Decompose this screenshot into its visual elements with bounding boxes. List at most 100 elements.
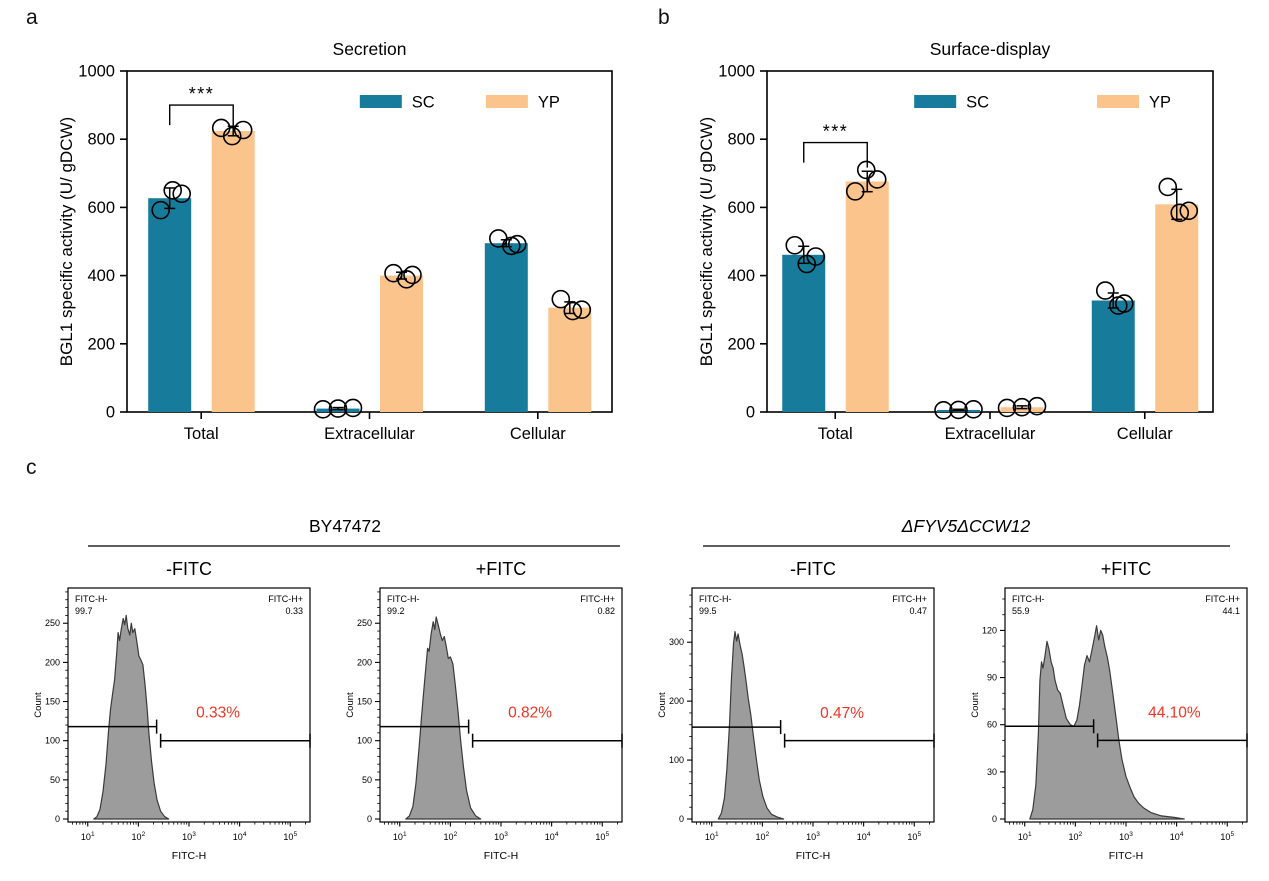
significance-bracket [803,141,868,168]
x-category-label: Cellular [510,425,566,443]
x-tick-label: 104 [233,831,247,842]
bar-sc-cellular [1091,300,1135,412]
corner-pos-value: 44.1 [1222,606,1240,616]
bar-yp-extracellular [380,275,423,412]
corner-pos-label: FITC-H+ [580,594,615,604]
data-point [313,399,333,419]
y-tick-label: 300 [669,637,684,647]
chart-title: Surface-display [930,39,1051,59]
legend-label-yp: YP [538,94,560,112]
bar-chart-panel-a: Secretion 0 200 400 600 800 1000 BGL1 specific … [57,39,613,443]
y-tick-label: 0 [106,404,115,422]
corner-pos-label: FITC-H+ [892,594,927,604]
data-point [563,301,583,321]
x-tick-label: 102 [444,831,458,842]
data-point [1027,396,1047,416]
positive-percent-label: 44.10% [1148,704,1201,721]
flow-histogram-hist-3: -FITC 0 100 200 300 Count 101 102 103 104 105 FITC-… [657,559,935,862]
y-tick-label: 400 [87,267,115,285]
histogram-curve [93,614,170,820]
chart-title: Secretion [333,39,407,59]
x-category-label: Total [184,425,219,443]
bar-yp-cellular [548,307,592,412]
bar-yp-extracellular [1000,407,1044,412]
positive-percent-label: 0.47% [820,705,864,722]
y-tick-label: 150 [45,697,60,707]
count-axis-label: Count [33,692,44,718]
data-point [934,400,953,420]
count-axis-label: Count [345,692,356,718]
legend-swatch-sc [359,95,402,108]
significance-bracket [169,104,234,131]
strain-group-header: ΔFYV5ΔCCW12 [703,516,1230,547]
y-tick-label: 120 [982,625,997,635]
strain-header: BY47472 [309,516,381,536]
data-point [1158,177,1178,197]
corner-pos-value: 0.47 [909,606,927,616]
data-point [1095,281,1115,300]
x-category-label: Extracellular [945,425,1036,443]
y-tick-label: 200 [357,657,372,667]
corner-pos-label: FITC-H+ [268,594,303,604]
corner-neg-value: 99.7 [75,606,93,616]
x-tick-label: 105 [283,831,297,842]
x-tick-label: 103 [1119,831,1133,842]
data-point [572,300,592,320]
legend-swatch-yp [485,95,528,108]
legend-label-yp: YP [1149,94,1171,112]
panel-label-c: c [26,456,37,479]
bar-sc-total [782,254,826,412]
bar-yp-total [845,181,889,412]
data-point [172,184,192,204]
legend-label-sc: SC [412,94,435,112]
bar-yp-total [211,131,255,413]
x-tick-label: 101 [1018,831,1032,842]
y-tick-label: 0 [679,814,684,824]
hist-title: -FITC [790,559,836,579]
count-axis-label: Count [970,692,981,718]
x-tick-label: 105 [907,831,921,842]
y-tick-label: 250 [45,618,60,628]
y-tick-label: 50 [362,775,372,785]
y-tick-label: 400 [727,267,755,285]
data-point [856,160,876,180]
data-point [328,399,348,418]
hist-title: +FITC [476,559,527,579]
x-tick-label: 105 [1220,831,1234,842]
positive-percent-label: 0.33% [196,705,240,722]
fitc-axis-label: FITC-H [172,850,206,862]
panel-label-b: b [658,6,670,29]
data-point [1170,203,1190,223]
corner-neg-value: 55.9 [1012,606,1030,616]
y-tick-label: 30 [987,767,997,777]
y-tick-label: 800 [87,131,115,149]
corner-neg-value: 99.5 [699,606,717,616]
y-tick-label: 0 [992,814,997,824]
y-tick-label: 0 [367,814,372,824]
strain-header: ΔFYV5ΔCCW12 [901,516,1031,536]
corner-pos-value: 0.82 [597,606,615,616]
bar-sc-cellular [484,243,528,412]
x-tick-label: 103 [806,831,820,842]
x-tick-label: 102 [756,831,770,842]
data-point [222,126,242,146]
data-point [845,182,865,201]
corner-neg-label: FITC-H- [75,594,108,604]
data-point [964,399,983,419]
y-tick-label: 200 [727,335,755,353]
fitc-axis-label: FITC-H [484,850,518,862]
data-point [867,170,887,189]
positive-percent-label: 0.82% [508,705,552,722]
y-tick-label: 100 [357,736,372,746]
x-tick-label: 102 [132,831,146,842]
data-point [163,181,183,200]
flow-histogram-hist-4: +FITC 0 30 60 90 120 Count 101 102 103 104 105 FITC-… [970,559,1248,862]
bar-chart-panel-b: Surface-display 0 200 400 600 800 1000 BGL1 spe… [697,39,1214,443]
corner-neg-label: FITC-H- [699,594,732,604]
flow-histogram-hist-2: +FITC 0 50 100 150 200 250 Count 101 102 103 104 105… [345,559,623,862]
x-tick-label: 101 [81,831,95,842]
y-axis-label: BGL1 specific activity (U/ gDCW) [57,117,76,366]
data-point [785,235,805,255]
x-tick-label: 103 [182,831,196,842]
y-tick-label: 1000 [78,63,115,81]
